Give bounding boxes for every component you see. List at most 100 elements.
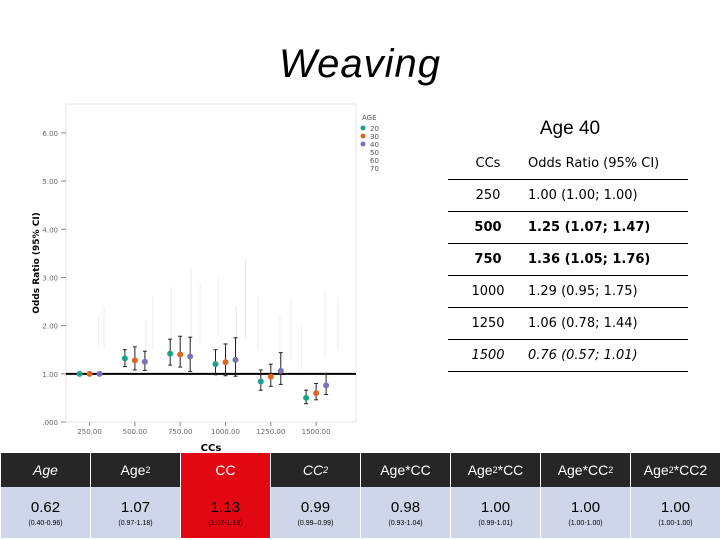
- coef-ci: (0.97-1.18): [118, 519, 153, 527]
- or-table-row: 1000 1.29 (0.95; 1.75): [448, 275, 688, 308]
- x-tick-label: 1000.00: [211, 428, 240, 436]
- or-table-cc: 1500: [448, 339, 528, 372]
- odds-ratio-chart: 6.00 5.00 4.00 3.00 2.00 1.00 .000 250.00 500.00…: [32, 103, 379, 454]
- coef-ci: (0.93-1.04): [388, 519, 423, 527]
- legend-label-age-70: 70: [370, 165, 379, 173]
- coef-value: 0.62: [30, 498, 61, 516]
- data-point-age-20: [167, 350, 174, 357]
- coef-header-4: Age*CC: [360, 453, 450, 487]
- y-axis-label: Odds Ratio (95% CI): [32, 212, 42, 314]
- data-point-age-30: [86, 370, 93, 377]
- legend-label-age-20: 20: [370, 125, 379, 133]
- coef-value: 0.98: [390, 498, 421, 516]
- coef-value: 1.13: [210, 498, 241, 516]
- y-tick-label: 2.00: [42, 323, 58, 331]
- data-point-age-40: [277, 367, 284, 374]
- y-tick-label: 4.00: [42, 226, 58, 234]
- coef-value-cell-5: 1.00 (0.99-1.01): [450, 487, 540, 538]
- data-point-age-20: [76, 370, 83, 377]
- coef-header-6: Age*CC 2: [540, 453, 630, 487]
- coef-header-7: Age 2 *CC2: [630, 453, 720, 487]
- or-table-row: 750 1.36 (1.05; 1.76): [448, 243, 688, 276]
- or-table-cc: 500: [448, 211, 528, 244]
- or-table-cc: 1000: [448, 275, 528, 308]
- or-table-cc: 1250: [448, 307, 528, 340]
- coef-header-sup: 2: [492, 465, 498, 475]
- or-table-row: 1250 1.06 (0.78; 1.44): [448, 307, 688, 340]
- odds-ratio-table: CCs Odds Ratio (95% CI) 250 1.00 (1.00; 1…: [448, 148, 688, 372]
- y-tick-label: 3.00: [42, 274, 58, 282]
- coef-value: 1.00: [480, 498, 511, 516]
- or-table-header-or: Odds Ratio (95% CI): [528, 148, 688, 180]
- or-table-header-ccs: CCs: [448, 148, 528, 180]
- coef-header-sup: 2: [145, 465, 151, 475]
- coef-value-cell-3: 0.99 (0.99–0.99): [270, 487, 360, 538]
- legend-label-age-60: 60: [370, 157, 379, 165]
- y-tick-label: 6.00: [42, 130, 58, 138]
- x-tick-label: 1250.00: [256, 428, 285, 436]
- or-table-row: 500 1.25 (1.07; 1.47): [448, 211, 688, 244]
- coef-header-5: Age 2 *CC: [450, 453, 540, 487]
- plot-area: [65, 103, 357, 423]
- coef-value-cell-1: 1.07 (0.97-1.18): [90, 487, 180, 538]
- or-table-or: 1.36 (1.05; 1.76): [528, 243, 688, 276]
- legend-label-age-50: 50: [370, 149, 379, 157]
- x-tick-label: 500.00: [123, 428, 148, 436]
- legend-marker-age-30: [360, 133, 366, 139]
- coef-header-sup: 2: [323, 465, 329, 475]
- y-tick-label: 5.00: [42, 178, 58, 186]
- coef-header-3: CC 2: [270, 453, 360, 487]
- legend-marker-age-40: [360, 141, 366, 147]
- coef-value-cell-0: 0.62 (0.40-0.96): [0, 487, 90, 538]
- or-table-or: 1.25 (1.07; 1.47): [528, 211, 688, 244]
- data-point-age-30: [131, 357, 138, 364]
- data-point-age-40: [141, 358, 148, 365]
- or-table-or: 1.29 (0.95; 1.75): [528, 275, 688, 308]
- or-table-or: 0.76 (0.57; 1.01): [528, 339, 688, 372]
- data-point-age-20: [121, 355, 128, 362]
- coef-value: 1.07: [120, 498, 151, 516]
- x-tick-label: 750.00: [168, 428, 193, 436]
- y-tick-label: 1.00: [42, 371, 58, 379]
- coef-ci: (0.99-1.01): [478, 519, 513, 527]
- legend-label-age-40: 40: [370, 141, 379, 149]
- data-point-age-40: [232, 356, 239, 363]
- coef-header-1: Age 2: [90, 453, 180, 487]
- coef-value: 1.00: [570, 498, 601, 516]
- coefficient-table: Age Age 2 CC CC 2 Age*CC Age 2 *CC Age*CC 2 Age 2 *CC2…: [0, 453, 720, 538]
- coef-ci: (1.00-1.00): [658, 519, 693, 527]
- coef-value-cell-7: 1.00 (1.00-1.00): [630, 487, 720, 538]
- y-tick-label: .000: [42, 419, 58, 427]
- x-axis-label: CCs: [201, 443, 222, 454]
- coef-value-cell-4: 0.98 (0.93-1.04): [360, 487, 450, 538]
- coef-header-sup: 2: [668, 465, 674, 475]
- legend-label-age-30: 30: [370, 133, 379, 141]
- data-point-age-40: [187, 353, 194, 360]
- coef-ci: (0.40-0.96): [28, 519, 63, 527]
- slide-title: Weaving: [279, 42, 441, 86]
- data-point-age-30: [313, 390, 320, 397]
- legend-marker-age-20: [360, 125, 366, 131]
- data-point-age-30: [222, 359, 229, 366]
- coef-value: 0.99: [300, 498, 331, 516]
- or-table-row: 250 1.00 (1.00; 1.00): [448, 179, 688, 212]
- coef-ci: (1.07-1.19): [208, 519, 243, 527]
- coef-ci: (0.99–0.99): [297, 519, 334, 527]
- x-tick-label: 250.00: [77, 428, 102, 436]
- or-table-cc: 750: [448, 243, 528, 276]
- or-table-or: 1.00 (1.00; 1.00): [528, 179, 688, 212]
- data-point-age-40: [96, 370, 103, 377]
- or-table-cc: 250: [448, 179, 528, 212]
- data-point-age-30: [177, 351, 184, 358]
- coef-header-sup: 2: [608, 465, 614, 475]
- legend-title: AGE: [362, 114, 377, 122]
- or-table-header-row: CCs Odds Ratio (95% CI): [448, 148, 688, 180]
- data-point-age-20: [257, 378, 264, 385]
- coef-ci: (1.00-1.00): [568, 519, 603, 527]
- coef-header-2: CC: [180, 453, 270, 487]
- data-point-age-40: [323, 382, 330, 389]
- x-tick-label: 1500.00: [302, 428, 331, 436]
- or-table-title: Age 40: [539, 118, 601, 139]
- coef-value-cell-6: 1.00 (1.00-1.00): [540, 487, 630, 538]
- or-table-or: 1.06 (0.78; 1.44): [528, 307, 688, 340]
